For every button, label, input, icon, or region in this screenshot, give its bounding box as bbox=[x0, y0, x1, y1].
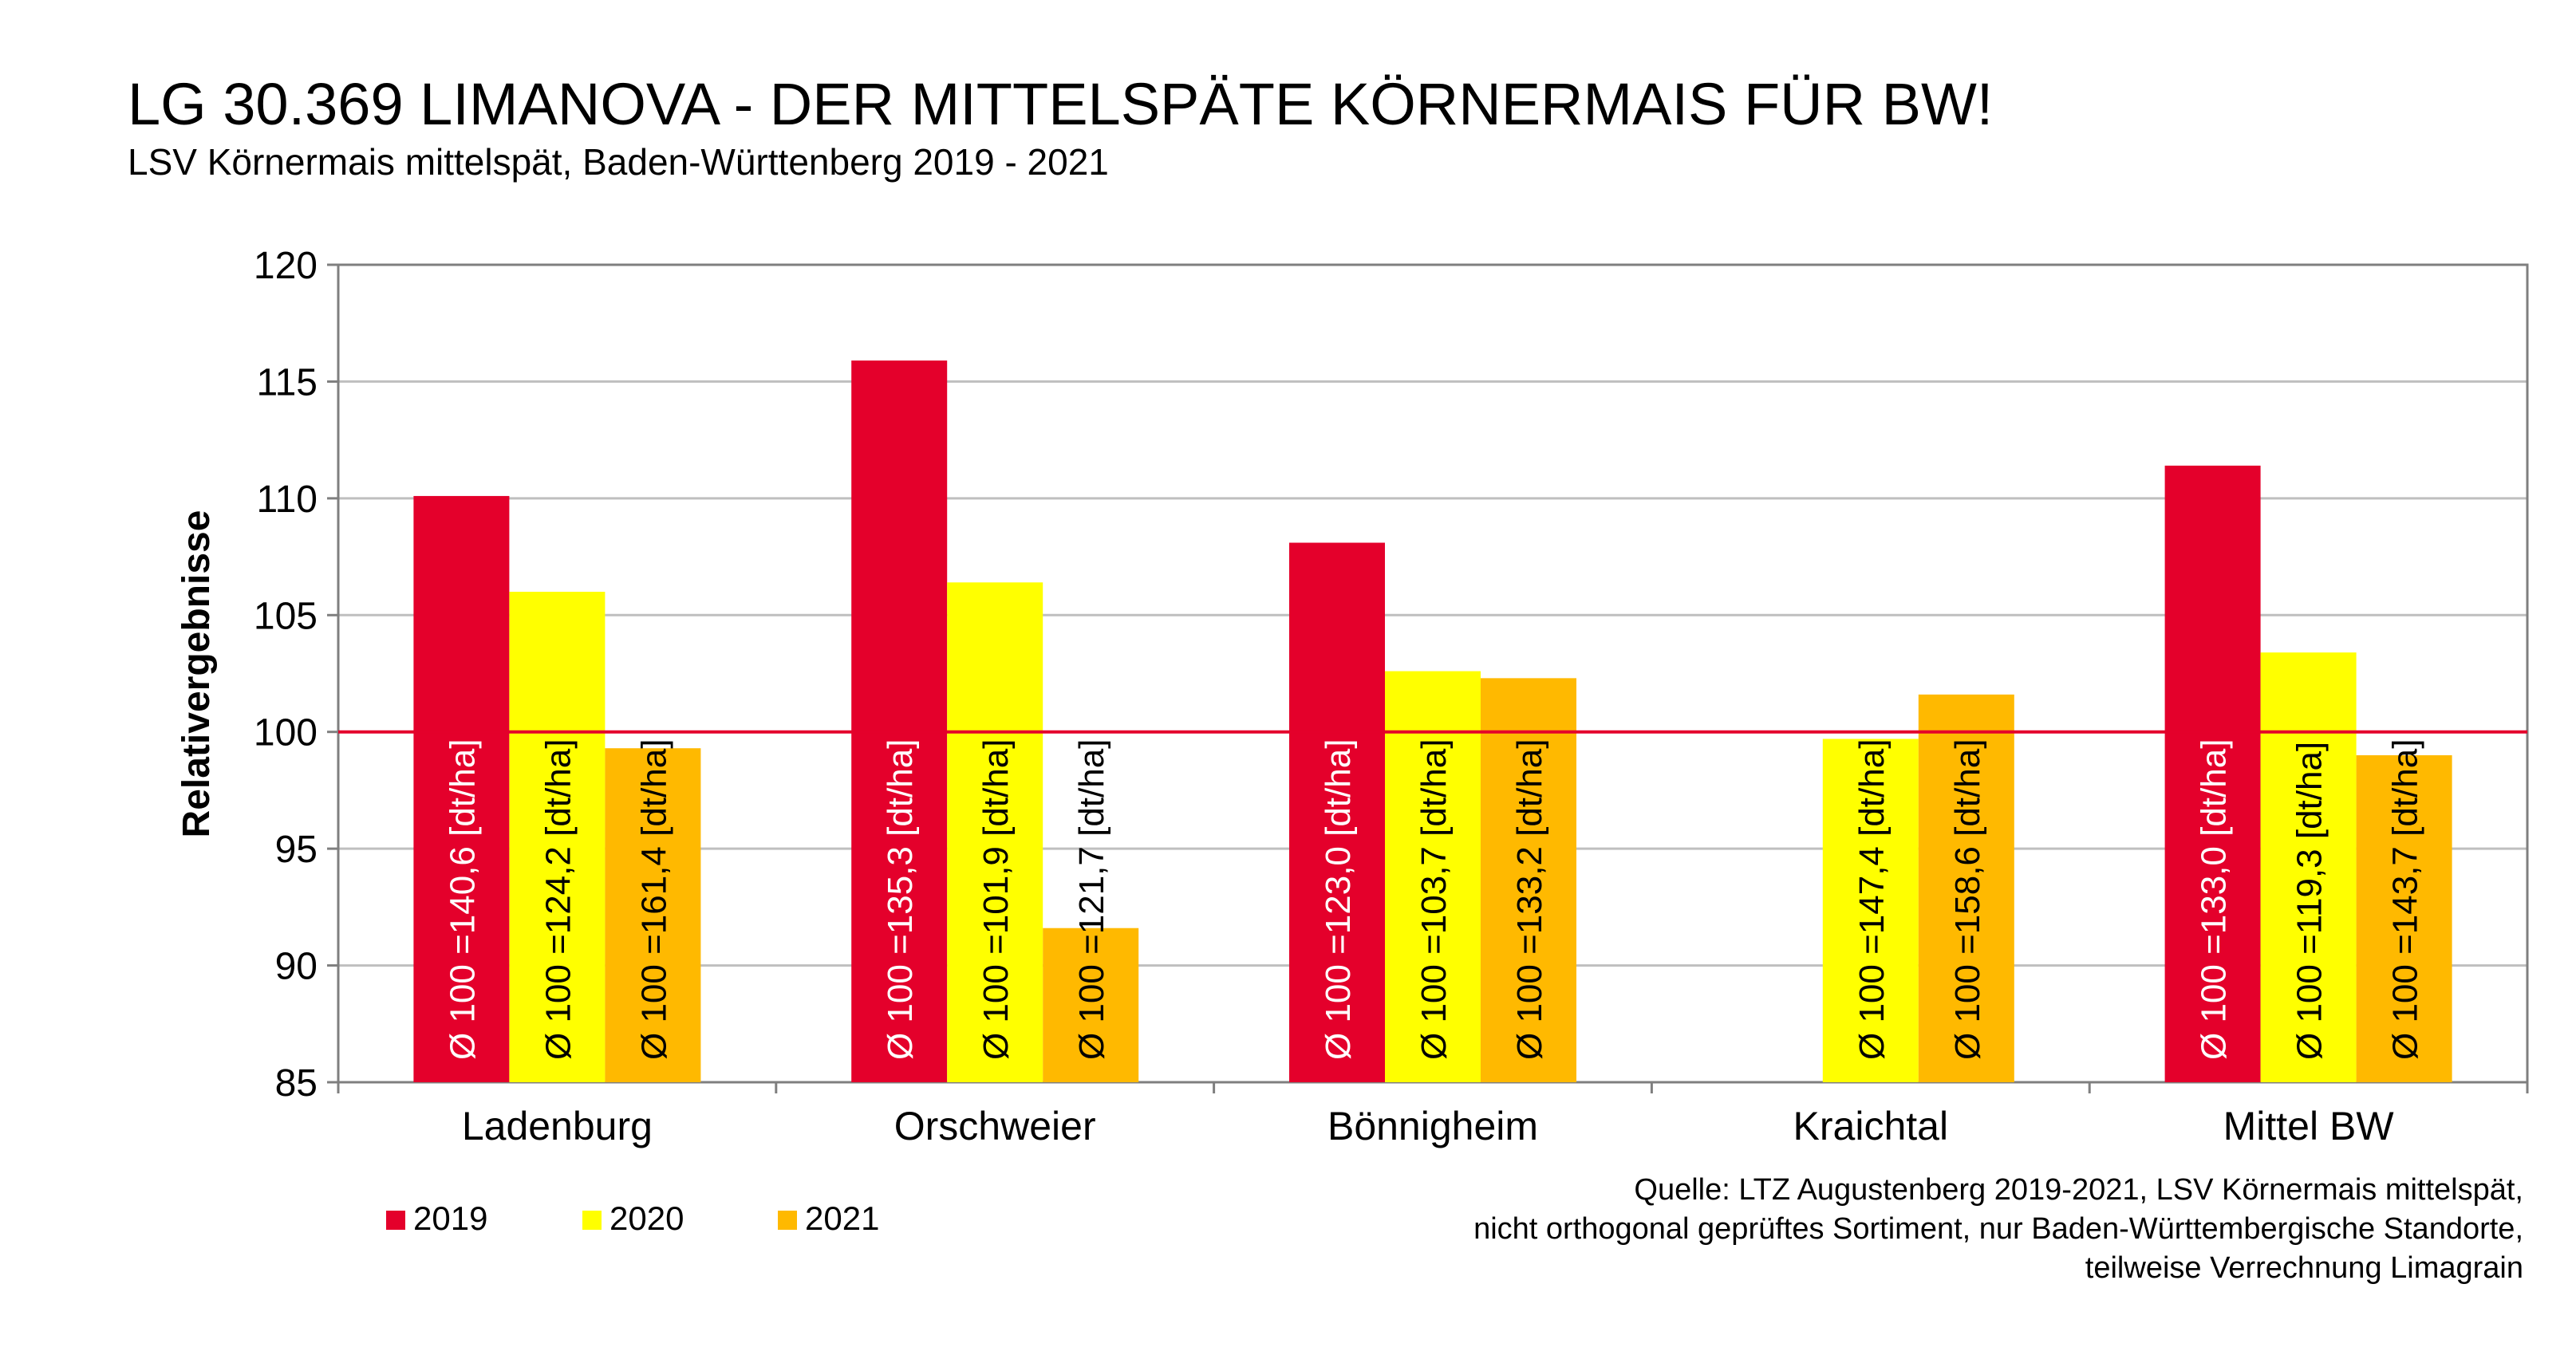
legend-swatch-2021 bbox=[778, 1211, 797, 1230]
legend-label-2021: 2021 bbox=[805, 1199, 879, 1237]
chart-subtitle: LSV Körnermais mittelspät, Baden-Württen… bbox=[128, 141, 1109, 183]
x-tick-label: Ladenburg bbox=[462, 1104, 653, 1148]
bar-2020-0 bbox=[509, 592, 606, 1082]
y-axis-label: Relativergebnisse bbox=[176, 510, 218, 838]
bar-2019-4 bbox=[2164, 465, 2261, 1082]
data-label: Ø 100 =124,2 [dt/ha] bbox=[538, 739, 578, 1060]
bar-2019-2 bbox=[1289, 542, 1385, 1082]
bar-2021-3 bbox=[1918, 694, 2014, 1082]
legend-label-2019: 2019 bbox=[413, 1199, 487, 1237]
data-label: Ø 100 =161,4 [dt/ha] bbox=[634, 739, 673, 1060]
legend-swatch-2020 bbox=[582, 1211, 602, 1230]
x-tick-label: Mittel BW bbox=[2223, 1104, 2395, 1148]
data-label: Ø 100 =140,6 [dt/ha] bbox=[443, 739, 482, 1060]
y-tick-label: 120 bbox=[254, 245, 318, 287]
bar-2020-4 bbox=[2260, 652, 2357, 1082]
data-label: Ø 100 =133,0 [dt/ha] bbox=[2195, 739, 2234, 1060]
data-label: Ø 100 =143,7 [dt/ha] bbox=[2386, 739, 2425, 1060]
y-tick-label: 100 bbox=[254, 712, 318, 754]
legend-swatch-2019 bbox=[386, 1211, 405, 1230]
data-label: Ø 100 =135,3 [dt/ha] bbox=[881, 739, 920, 1060]
y-tick-label: 105 bbox=[254, 595, 318, 637]
bar-2019-0 bbox=[413, 495, 510, 1082]
y-tick-label: 115 bbox=[256, 361, 318, 404]
data-label: Ø 100 =147,4 [dt/ha] bbox=[1852, 739, 1892, 1060]
data-label: Ø 100 =133,2 [dt/ha] bbox=[1510, 739, 1549, 1060]
data-label: Ø 100 =103,7 [dt/ha] bbox=[1414, 739, 1454, 1060]
y-tick-label: 110 bbox=[256, 479, 318, 521]
bar-2020-3 bbox=[1822, 739, 1919, 1082]
x-tick-label: Orschweier bbox=[894, 1104, 1096, 1148]
data-label: Ø 100 =119,3 [dt/ha] bbox=[2290, 742, 2329, 1060]
data-label: Ø 100 =123,0 [dt/ha] bbox=[1319, 739, 1358, 1060]
source-line-2: nicht orthogonal geprüftes Sortiment, nu… bbox=[1473, 1212, 2523, 1246]
x-tick-label: Bönnigheim bbox=[1327, 1104, 1538, 1148]
data-label: Ø 100 =158,6 [dt/ha] bbox=[1948, 739, 1987, 1060]
bar-2019-1 bbox=[851, 360, 948, 1083]
data-label: Ø 100 =101,9 [dt/ha] bbox=[976, 739, 1016, 1060]
chart-title: LG 30.369 LIMANOVA - DER MITTELSPÄTE KÖR… bbox=[128, 71, 1994, 137]
bar-2021-0 bbox=[605, 748, 701, 1082]
bar-2021-4 bbox=[2356, 755, 2452, 1082]
legend-label-2020: 2020 bbox=[609, 1199, 684, 1237]
bar-2020-2 bbox=[1385, 671, 1481, 1082]
source-line-3: teilweise Verrechnung Limagrain bbox=[2085, 1251, 2523, 1285]
source-note: Quelle: LTZ Augustenberg 2019-2021, LSV … bbox=[1167, 1171, 2523, 1288]
bar-2020-1 bbox=[947, 582, 1043, 1082]
data-label: Ø 100 =121,7 [dt/ha] bbox=[1072, 739, 1111, 1060]
source-line-1: Quelle: LTZ Augustenberg 2019-2021, LSV … bbox=[1634, 1173, 2523, 1207]
y-tick-label: 95 bbox=[275, 829, 318, 871]
bar-2021-2 bbox=[1481, 678, 1576, 1082]
y-tick-label: 90 bbox=[275, 946, 318, 988]
x-tick-label: Kraichtal bbox=[1793, 1104, 1949, 1148]
y-tick-label: 85 bbox=[275, 1062, 318, 1105]
bar-2021-1 bbox=[1043, 928, 1139, 1082]
